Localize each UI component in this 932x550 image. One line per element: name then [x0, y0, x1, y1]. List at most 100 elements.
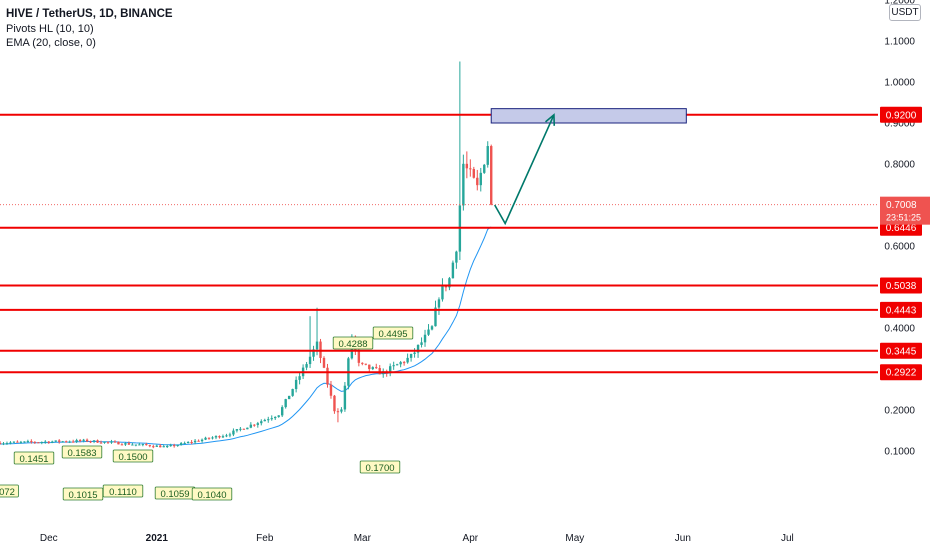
projection-arrowhead: [544, 113, 556, 126]
y-tick-label: 0.9000: [884, 119, 915, 130]
projection-path[interactable]: [494, 114, 555, 226]
candle-body: [368, 364, 371, 370]
ema-line: [0, 226, 492, 446]
level-price-label: 0.5038: [886, 281, 917, 292]
candle-body: [85, 439, 89, 442]
candle-body: [110, 441, 113, 443]
candle-body: [253, 424, 256, 426]
candle-body: [479, 172, 482, 186]
pivot-label-text: 0.1040: [197, 490, 226, 501]
candle-body: [64, 441, 68, 443]
level-price-tag: [880, 301, 922, 318]
indicator-ema-label[interactable]: EMA (20, close, 0): [6, 37, 96, 49]
pivot-label-box: [372, 326, 414, 340]
candle-body: [375, 367, 378, 369]
candle-body: [249, 424, 253, 428]
level-price-label: 0.4443: [886, 305, 917, 316]
candle-body: [291, 389, 294, 396]
pivot-label-text: 0.1110: [109, 487, 137, 498]
pivot-label-text: 0.4495: [378, 329, 407, 340]
candle-body: [246, 427, 249, 430]
candle-body: [159, 445, 162, 448]
candle-body: [434, 307, 437, 327]
candle-body: [186, 442, 190, 444]
x-tick-label: Jun: [675, 533, 691, 544]
candle-body: [19, 441, 23, 443]
x-tick-label: Feb: [256, 533, 274, 544]
candle-body: [145, 444, 148, 446]
candle-body: [89, 441, 92, 443]
candle-body: [193, 440, 197, 443]
candle-body: [172, 445, 176, 447]
candle-body: [242, 428, 246, 430]
candle-body: [40, 441, 44, 443]
candle-body: [287, 395, 291, 400]
candle-body: [441, 285, 444, 300]
candle-body: [483, 164, 486, 173]
candle-body: [68, 441, 71, 443]
candle-body: [490, 146, 493, 205]
candle-body: [99, 442, 103, 444]
candle-body: [437, 299, 441, 308]
candle-body: [23, 441, 26, 443]
level-price-label: 0.2922: [886, 368, 917, 379]
candle-body: [113, 441, 117, 443]
candle-body: [47, 441, 50, 443]
y-tick-label: 0.1000: [884, 447, 915, 458]
pivot-label-text: 0.1059: [160, 489, 189, 500]
candle-body: [486, 146, 489, 165]
candle-body: [256, 423, 260, 425]
candle-body: [225, 435, 228, 437]
candle-body: [333, 395, 336, 412]
candle-body: [326, 367, 329, 385]
candle-body: [75, 440, 78, 442]
candle-body: [270, 418, 273, 420]
candle-body: [134, 444, 138, 446]
candle-body: [469, 168, 472, 170]
candle-body: [472, 169, 476, 178]
candle-body: [420, 342, 423, 345]
pivot-label-box: [332, 336, 374, 350]
candle-body: [305, 364, 308, 368]
candle-body: [58, 440, 61, 442]
pivot-label-box: [13, 451, 55, 465]
candle-body: [214, 436, 218, 438]
candle-body: [294, 379, 298, 390]
candle-body: [274, 416, 277, 419]
candle-body: [402, 362, 406, 364]
candle-body: [54, 440, 57, 442]
candle-body: [409, 353, 413, 358]
y-tick-label: 1.1000: [884, 37, 915, 48]
level-price-tag: [880, 106, 922, 123]
x-tick-label: Mar: [354, 533, 372, 544]
candle-body: [179, 443, 183, 445]
x-tick-label: Apr: [463, 533, 479, 544]
candle-body: [176, 444, 179, 447]
candle-body: [162, 446, 165, 448]
candle-body: [131, 444, 134, 446]
candle-body: [228, 434, 232, 436]
currency-button[interactable]: USDT: [889, 4, 921, 21]
candle-body: [319, 341, 322, 358]
candle-body: [211, 437, 214, 439]
target-zone-box[interactable]: [490, 108, 687, 124]
candle-body: [340, 409, 343, 412]
candle-body: [322, 357, 326, 368]
candle-body: [267, 419, 270, 421]
level-price-label: 0.3445: [886, 346, 917, 357]
pivot-label-text: 0.4288: [338, 339, 367, 350]
candle-body: [476, 177, 479, 186]
level-price-tag: [880, 342, 922, 359]
candle-body: [430, 326, 434, 330]
candle-body: [423, 334, 427, 343]
candle-body: [2, 443, 5, 445]
y-tick-label: 0.8000: [884, 160, 915, 171]
pivot-label-text: 0.1015: [68, 490, 97, 501]
candle-body: [166, 446, 169, 448]
candle-body: [124, 443, 127, 445]
pivot-label-box: [0, 484, 19, 498]
candle-body: [239, 428, 242, 430]
pivot-label-text: 072: [0, 487, 15, 498]
indicator-pivots-label[interactable]: Pivots HL (10, 10): [6, 23, 94, 35]
